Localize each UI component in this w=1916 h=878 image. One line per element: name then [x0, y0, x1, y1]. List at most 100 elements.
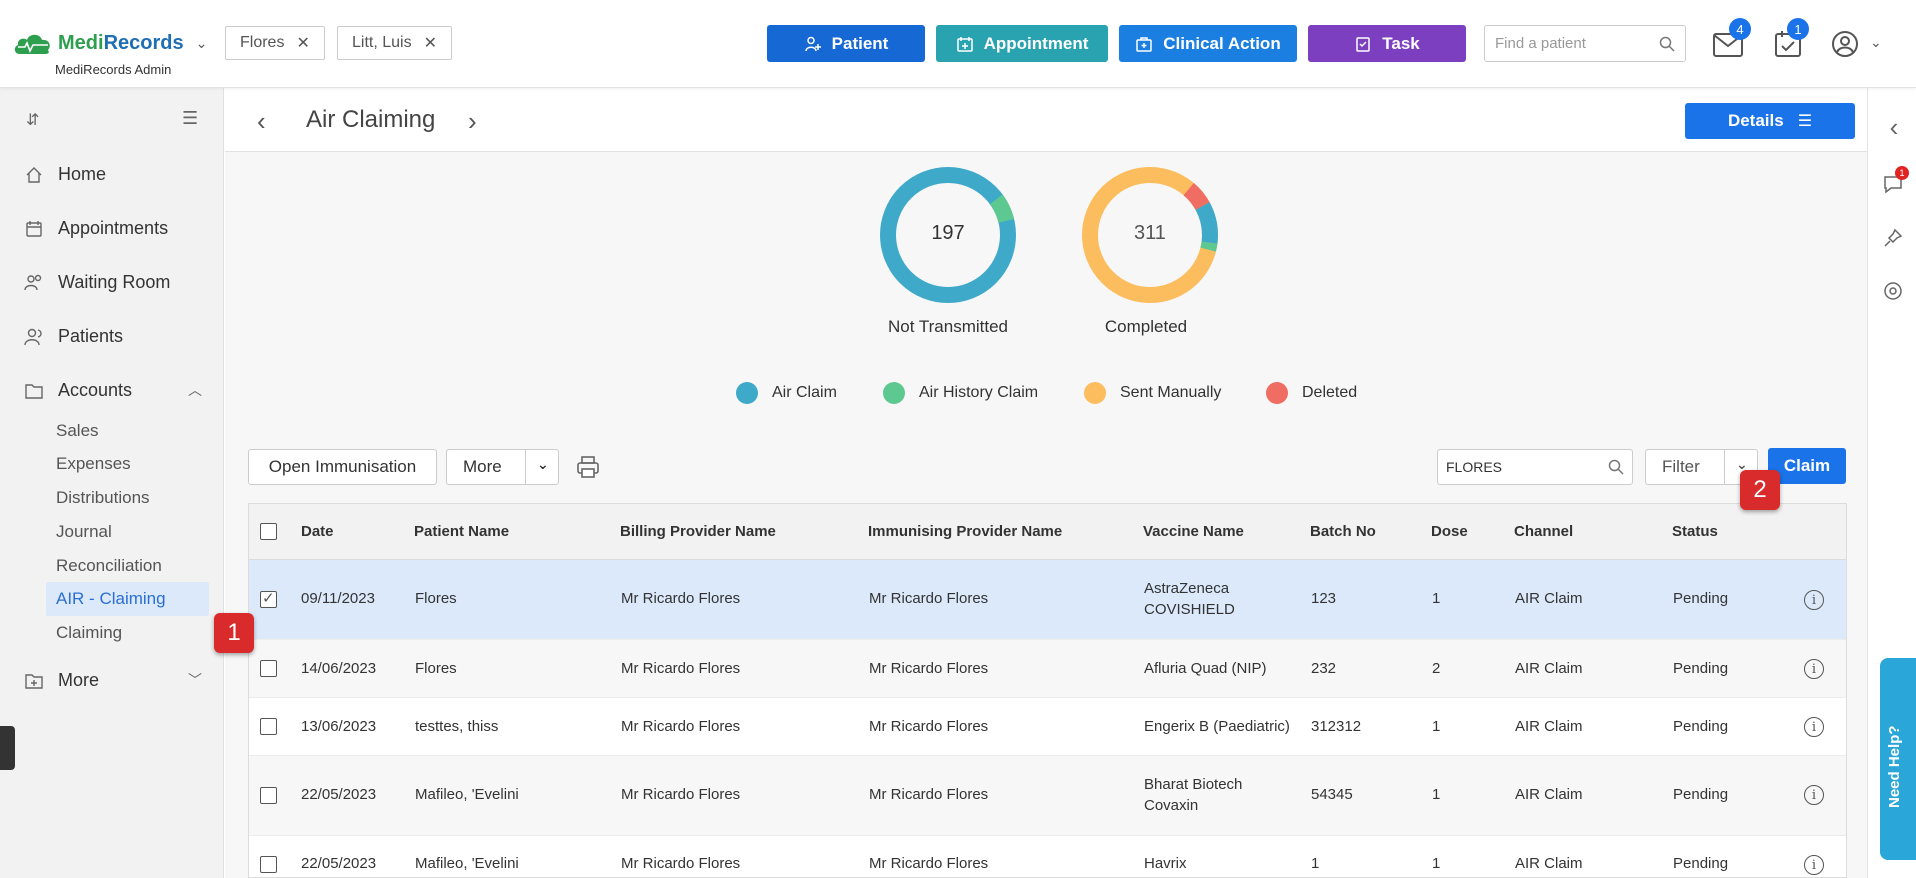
chevron-down-icon[interactable]: ﹀	[188, 672, 202, 688]
claim-button[interactable]: Claim	[1768, 448, 1846, 484]
user-avatar-icon[interactable]	[1832, 31, 1858, 57]
step-marker-2: 2	[1740, 470, 1780, 510]
row-checkbox[interactable]	[260, 718, 277, 735]
clinical-action-button[interactable]: Clinical Action	[1119, 25, 1297, 62]
sidebar-sub-journal[interactable]: Journal	[56, 522, 112, 541]
row-checkbox[interactable]	[260, 589, 277, 608]
new-appointment-button[interactable]: Appointment	[936, 25, 1108, 62]
info-icon[interactable]: i	[1804, 659, 1824, 679]
find-patient-input[interactable]: Find a patient	[1484, 25, 1686, 62]
sidebar-sub-reconciliation[interactable]: Reconciliation	[56, 556, 162, 575]
collapse-vertical-icon[interactable]: ⇵	[26, 112, 40, 129]
table-row[interactable]: 09/11/2023 Flores Mr Ricardo Flores Mr R…	[249, 560, 1846, 640]
cell-channel: AIR Claim	[1515, 590, 1583, 607]
table-header: Date Patient Name Billing Provider Name …	[249, 504, 1846, 560]
mail-count-badge: 4	[1729, 18, 1751, 40]
column-header[interactable]: Date	[301, 523, 334, 540]
sidebar-item-appointments[interactable]: Appointments	[24, 218, 168, 239]
table-row[interactable]: 22/05/2023 Mafileo, 'Evelini Mr Ricardo …	[249, 836, 1846, 877]
info-icon[interactable]: i	[1804, 785, 1824, 805]
info-icon[interactable]: i	[1804, 717, 1824, 737]
row-checkbox[interactable]	[260, 856, 277, 873]
expand-panel-icon[interactable]: ‹	[1889, 111, 1899, 142]
side-tab-handle[interactable]	[0, 726, 15, 770]
chevron-down-icon[interactable]: ⌄	[1870, 34, 1882, 50]
column-header[interactable]: Channel	[1514, 523, 1574, 540]
find-patient-placeholder: Find a patient	[1495, 35, 1586, 52]
cell-batch: 54345	[1311, 786, 1353, 803]
app-logo[interactable]: MediRecords ⌄	[12, 30, 207, 56]
claims-search-input[interactable]: FLORES	[1437, 449, 1633, 485]
sidebar-sub-distributions[interactable]: Distributions	[56, 488, 150, 507]
patient-button-label: Patient	[831, 33, 889, 53]
not-transmitted-label: Not Transmitted	[888, 317, 1008, 336]
column-header[interactable]: Status	[1672, 523, 1718, 540]
at-mention-icon[interactable]	[1883, 281, 1903, 301]
collapse-sidebar-icon[interactable]: ☰	[182, 108, 199, 128]
cell-billing: Mr Ricardo Flores	[621, 855, 741, 872]
divider	[1724, 450, 1725, 484]
select-all-checkbox[interactable]	[260, 523, 277, 540]
row-checkbox[interactable]	[260, 787, 277, 804]
sidebar-item-waiting-room[interactable]: Waiting Room	[24, 272, 170, 293]
close-icon[interactable]: ✕	[423, 35, 437, 52]
legend-air-claim: Air Claim	[736, 382, 837, 404]
column-header[interactable]: Patient Name	[414, 523, 510, 540]
folder-icon	[24, 381, 44, 401]
cell-dose: 1	[1432, 855, 1441, 872]
home-icon	[24, 165, 44, 185]
claims-search-value: FLORES	[1446, 459, 1503, 475]
column-header[interactable]: Batch No	[1310, 523, 1376, 540]
column-header[interactable]: Immunising Provider Name	[868, 523, 1063, 540]
more-dropdown[interactable]: More ⌄	[446, 449, 559, 485]
claims-table: Date Patient Name Billing Provider Name …	[248, 503, 1847, 878]
info-icon[interactable]: i	[1804, 855, 1824, 875]
sidebar-item-accounts[interactable]: Accounts	[24, 380, 132, 401]
next-arrow-icon[interactable]: ›	[468, 106, 477, 136]
sidebar-item-more[interactable]: More	[24, 670, 99, 691]
cell-status: Pending	[1673, 786, 1729, 803]
clipboard-icon	[1354, 35, 1372, 53]
close-icon[interactable]: ✕	[296, 35, 310, 52]
table-row[interactable]: 22/05/2023 Mafileo, 'Evelini Mr Ricardo …	[249, 756, 1846, 836]
cell-immunising: Mr Ricardo Flores	[869, 855, 989, 872]
need-help-tab[interactable]: Need Help?	[1880, 658, 1916, 860]
details-button[interactable]: Details ☰	[1685, 103, 1855, 139]
sidebar-sub-air-claiming[interactable]: AIR - Claiming	[56, 589, 166, 608]
chevron-up-icon[interactable]: ︿	[188, 382, 202, 398]
open-immunisation-button[interactable]: Open Immunisation	[248, 449, 437, 485]
print-icon[interactable]	[576, 455, 600, 479]
cell-batch: 312312	[1311, 718, 1362, 735]
table-row[interactable]: 13/06/2023 testtes, thiss Mr Ricardo Flo…	[249, 698, 1846, 756]
info-icon[interactable]: i	[1804, 590, 1824, 610]
chevron-down-icon[interactable]: ⌄	[195, 34, 208, 51]
sidebar-sub-expenses[interactable]: Expenses	[56, 454, 131, 473]
patient-tab-label: Flores	[240, 34, 285, 51]
table-row[interactable]: 14/06/2023 Flores Mr Ricardo Flores Mr R…	[249, 640, 1846, 698]
sidebar-sub-claiming[interactable]: Claiming	[56, 623, 123, 642]
column-header[interactable]: Billing Provider Name	[620, 523, 776, 540]
not-transmitted-donut	[880, 167, 1016, 303]
row-checkbox[interactable]	[260, 660, 277, 677]
cell-vaccine: Afluria Quad (NIP)	[1144, 660, 1267, 677]
patient-tab[interactable]: Litt, Luis ✕	[337, 26, 452, 60]
new-task-button[interactable]: Task	[1308, 25, 1466, 62]
main-content: ‹ Air Claiming › Details ☰ 197 Not Trans…	[225, 88, 1867, 878]
sidebar-item-label: Appointments	[58, 218, 169, 238]
sidebar-item-patients[interactable]: Patients	[24, 326, 123, 347]
previous-arrow-icon[interactable]: ‹	[257, 106, 266, 136]
sidebar-sub-sales[interactable]: Sales	[56, 421, 99, 440]
sidebar-item-home[interactable]: Home	[24, 164, 106, 185]
column-header[interactable]: Vaccine Name	[1143, 523, 1244, 540]
legend-label: Deleted	[1302, 384, 1358, 401]
divider	[525, 450, 526, 484]
chevron-down-icon[interactable]: ⌄	[537, 456, 549, 472]
chevron-down-icon[interactable]: ⌄	[1736, 456, 1748, 472]
pin-icon[interactable]	[1883, 228, 1903, 248]
filter-dropdown[interactable]: Filter ⌄	[1645, 449, 1758, 485]
cell-billing: Mr Ricardo Flores	[621, 590, 741, 607]
column-header[interactable]: Dose	[1431, 523, 1468, 540]
legend-dot	[1084, 382, 1106, 404]
new-patient-button[interactable]: Patient	[767, 25, 925, 62]
patient-tab[interactable]: Flores ✕	[225, 26, 325, 60]
